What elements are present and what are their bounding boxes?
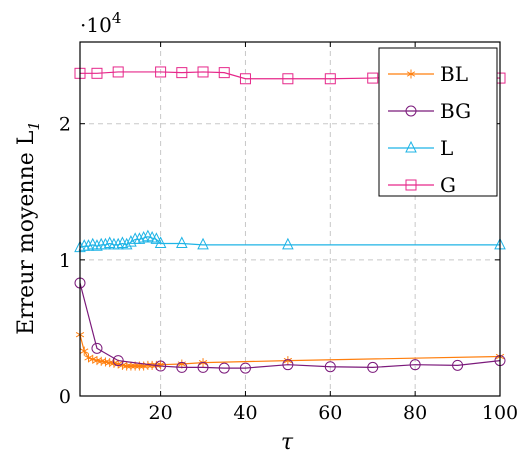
data-point-bg — [452, 359, 464, 371]
data-point-bg — [176, 361, 188, 373]
x-tick-label: 100 — [482, 402, 518, 424]
y-axis-label: Erreur moyenne L1 — [14, 121, 43, 335]
y-axis-label-main: Erreur moyenne L — [14, 130, 39, 335]
data-point-l — [82, 239, 95, 251]
y-scale-base: ·10 — [80, 13, 112, 37]
data-point-l — [120, 237, 133, 250]
y-tick-label: 0 — [59, 386, 71, 408]
data-point-bg — [239, 362, 251, 374]
legend-box — [378, 47, 498, 197]
legend-item-l: L — [388, 136, 453, 160]
data-point-g — [367, 72, 379, 84]
series-line-bg — [79, 282, 501, 369]
x-tick-label: 40 — [233, 402, 257, 424]
x-axis-label: τ — [281, 430, 294, 455]
legend-label: BG — [440, 99, 471, 123]
data-point-l — [99, 237, 112, 250]
data-point-l — [142, 229, 154, 242]
data-point-bg — [112, 355, 124, 367]
legend-swatch-marker — [405, 140, 417, 153]
y-tick-label: 2 — [59, 114, 71, 136]
data-point-bl — [84, 353, 93, 363]
data-point-g — [155, 66, 167, 78]
data-point-bg — [91, 342, 103, 354]
data-point-g — [282, 73, 294, 85]
data-point-g — [112, 66, 124, 78]
data-point-l — [86, 237, 99, 250]
legend-label: BL — [440, 62, 468, 86]
legend-label: L — [440, 136, 453, 160]
data-point-bg — [409, 359, 421, 371]
y-tick-label: 1 — [59, 250, 71, 272]
series-l — [74, 229, 506, 253]
data-point-l — [133, 232, 146, 244]
data-point-l — [103, 236, 116, 249]
data-point-l — [150, 232, 163, 244]
plot-frame — [79, 41, 501, 397]
data-point-l — [176, 236, 188, 249]
tick-layer: 20 40 60 80 100 0 1 2 — [59, 42, 518, 424]
data-point-l — [137, 230, 150, 243]
data-point-bg — [324, 361, 336, 373]
x-tick-label: 20 — [149, 402, 173, 424]
legend-item-g: G — [388, 173, 456, 197]
data-point-l — [154, 236, 167, 249]
y-scale-note: ·104 — [80, 9, 121, 37]
data-point-bg — [155, 360, 167, 372]
data-point-l — [125, 235, 137, 247]
data-point-g — [91, 67, 103, 79]
legend-label: G — [440, 173, 456, 197]
data-point-bl — [283, 356, 293, 366]
data-point-l — [91, 239, 103, 251]
x-tick-label: 60 — [318, 402, 342, 424]
data-point-l — [197, 237, 209, 250]
legend-swatch-marker — [405, 179, 417, 191]
data-point-bl — [80, 346, 89, 356]
legend-swatch-marker — [406, 69, 416, 79]
data-point-g — [176, 67, 188, 79]
data-point-g — [239, 73, 251, 85]
y-axis-label-subscript: 1 — [25, 121, 43, 131]
legend-item-bl: BL — [388, 62, 468, 86]
data-point-l — [112, 237, 124, 250]
x-tick-label: 80 — [403, 402, 427, 424]
data-point-bg — [218, 362, 230, 374]
data-point-g — [324, 73, 336, 85]
legend-item-bg: BG — [388, 99, 471, 123]
data-point-bg — [367, 361, 379, 373]
data-point-bl — [88, 354, 97, 364]
data-point-bg — [282, 359, 294, 371]
legend-swatch-marker — [405, 105, 417, 117]
data-point-l — [282, 237, 294, 250]
y-scale-exponent: 4 — [112, 9, 122, 27]
data-point-bg — [197, 361, 209, 373]
data-point-g — [218, 67, 230, 79]
legend-items: BL BG LG — [388, 62, 471, 197]
data-point-g — [197, 66, 209, 78]
legend: BL BG LG — [378, 47, 498, 197]
